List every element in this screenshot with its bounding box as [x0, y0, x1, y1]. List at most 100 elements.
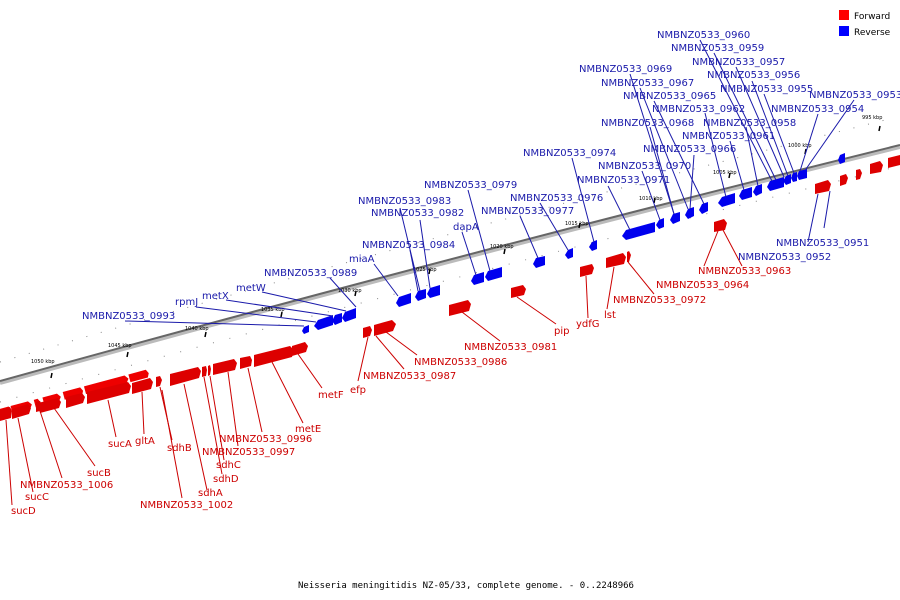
gene-fwd-extra-3[interactable] — [870, 161, 883, 174]
gene-NMBNZ0533_1002[interactable] — [170, 367, 201, 386]
gene-NMBNZ0533_0963[interactable] — [815, 180, 831, 194]
scale-label: 1050 kbp — [31, 359, 55, 365]
gene-metF[interactable] — [363, 326, 372, 338]
label-NMBNZ0533_0958: NMBNZ0533_0958 — [703, 118, 796, 129]
label-NMBNZ0533_0971: NMBNZ0533_0971 — [577, 175, 670, 186]
gene-NMBNZ0533_0968[interactable] — [670, 212, 680, 224]
legend-reverse-label: Reverse — [854, 28, 891, 38]
scale: 995 kbp 1000 kbp 1005 kbp 1010 kbp 1015 … — [31, 115, 882, 379]
gene-NMBNZ0533_0971[interactable] — [622, 222, 655, 240]
gene-fwd-extra-4[interactable] — [888, 155, 900, 168]
scale-label: 1035 kbp — [261, 307, 285, 313]
label-NMBNZ0533_0972: NMBNZ0533_0972 — [613, 295, 706, 306]
gene-NMBNZ0533_0993[interactable] — [302, 325, 309, 334]
scale-tick — [428, 268, 431, 275]
gene-NMBNZ0533_0953[interactable] — [838, 153, 845, 164]
gene-NMBNZ0533_0982[interactable] — [427, 285, 440, 298]
gene-NMBNZ0533_0955[interactable] — [791, 172, 797, 182]
scale-label: 1005 kbp — [713, 170, 737, 176]
scale-label: 1040 kbp — [185, 326, 209, 332]
label-NMBNZ0533_0963: NMBNZ0533_0963 — [698, 266, 791, 277]
gene-NMBNZ0533_0961[interactable] — [739, 187, 752, 200]
legend-forward-swatch — [839, 10, 849, 20]
label-NMBNZ0533_0965: NMBNZ0533_0965 — [623, 91, 716, 102]
gene-sucA[interactable] — [87, 382, 131, 404]
gene-NMBNZ0533_0981[interactable] — [511, 285, 526, 298]
label-NMBNZ0533_0997: NMBNZ0533_0997 — [202, 447, 295, 458]
gene-metX[interactable] — [332, 313, 342, 325]
gene-dapA[interactable] — [471, 272, 484, 285]
gene-NMBNZ0533_0970[interactable] — [656, 218, 664, 229]
gene-sucD[interactable] — [0, 407, 12, 421]
scale-tick — [503, 248, 506, 255]
gene-NMBNZ0533_0958[interactable] — [753, 184, 762, 196]
label-NMBNZ0533_0970: NMBNZ0533_0970 — [598, 161, 691, 172]
gene-ydfG[interactable] — [606, 253, 626, 268]
gene-NMBNZ0533_0966[interactable] — [685, 207, 694, 219]
scale-tick — [204, 331, 207, 338]
gene-NMBNZ0533_0997[interactable] — [240, 356, 252, 369]
scale-label: 1010 kbp — [639, 196, 663, 202]
label-sucC: sucC — [25, 492, 49, 503]
gene-sdhB[interactable] — [128, 369, 149, 383]
scale-tick — [578, 222, 581, 229]
gene-sucB[interactable] — [66, 393, 85, 408]
gene-lst[interactable] — [627, 251, 631, 262]
scale-tick — [878, 125, 881, 132]
gene-NMBNZ0533_0984[interactable] — [415, 289, 426, 301]
gene-NMBNZ0533_0956[interactable] — [783, 174, 791, 185]
gene-sdhD[interactable] — [208, 365, 211, 376]
label-NMBNZ0533_0962: NMBNZ0533_0962 — [652, 104, 745, 115]
label-NMBNZ0533_0954: NMBNZ0533_0954 — [771, 104, 864, 115]
gene-NMBNZ0533_0986[interactable] — [449, 300, 471, 316]
label-NMBNZ0533_1006: NMBNZ0533_1006 — [20, 480, 113, 491]
label-NMBNZ0533_0956: NMBNZ0533_0956 — [707, 70, 800, 81]
label-miaA: miaA — [349, 254, 375, 265]
gene-fwd-extra-2[interactable] — [856, 169, 862, 180]
label-sdhA: sdhA — [198, 488, 223, 499]
label-NMBNZ0533_0951: NMBNZ0533_0951 — [776, 238, 869, 249]
gene-NMBNZ0533_0954[interactable] — [797, 169, 807, 180]
gene-gltA[interactable] — [83, 375, 130, 395]
label-NMBNZ0533_0986: NMBNZ0533_0986 — [414, 357, 507, 368]
gene-NMBNZ0533_0962[interactable] — [718, 193, 735, 207]
gene-miaA[interactable] — [396, 293, 411, 307]
scale-label: 1025 kbp — [413, 267, 437, 273]
gene-NMBNZ0533_0974[interactable] — [589, 240, 597, 251]
scale-label: 1020 kbp — [490, 244, 514, 250]
gene-sucB-a[interactable] — [38, 398, 61, 413]
label-NMBNZ0533_0969: NMBNZ0533_0969 — [579, 64, 672, 75]
gene-NMBNZ0533_0965[interactable] — [699, 202, 708, 214]
gene-NMBNZ0533_0996[interactable] — [254, 346, 294, 367]
gene-metW[interactable] — [342, 308, 356, 322]
label-metF: metF — [318, 390, 344, 401]
gene-sdhA[interactable] — [202, 366, 207, 377]
gene-sucC[interactable] — [12, 404, 31, 419]
gene-sdhC[interactable] — [213, 359, 237, 375]
gene-NMBNZ0533_0977[interactable] — [533, 256, 545, 268]
gene-efp[interactable] — [374, 320, 396, 336]
legend-forward-label: Forward — [854, 12, 890, 22]
gene-NMBNZ0533_0976[interactable] — [565, 248, 573, 259]
backbone — [0, 144, 900, 382]
label-sdhB: sdhB — [167, 443, 192, 454]
label-sucA: sucA — [108, 439, 132, 450]
label-NMBNZ0533_0983: NMBNZ0533_0983 — [358, 196, 451, 207]
gene-metE[interactable] — [292, 342, 308, 356]
legend-reverse-swatch — [839, 26, 849, 36]
scale-label: 1015 kbp — [565, 221, 589, 227]
scale-label: 1030 kbp — [338, 288, 362, 294]
gene-pip[interactable] — [580, 264, 594, 277]
gene-NMBNZ0533_0964[interactable] — [714, 219, 727, 232]
gene-gltA[interactable] — [132, 378, 153, 394]
label-NMBNZ0533_0989: NMBNZ0533_0989 — [264, 268, 357, 279]
scale-label: 1045 kbp — [108, 343, 132, 349]
gene-NMBNZ0533_0979[interactable] — [485, 267, 502, 281]
label-NMBNZ0533_0993: NMBNZ0533_0993 — [82, 311, 175, 322]
gene-sdhB[interactable] — [156, 376, 162, 387]
gene-fwd-extra-1[interactable] — [840, 174, 848, 186]
gene-NMBNZ0533_0957[interactable] — [767, 177, 784, 191]
scale-tick — [354, 290, 357, 297]
gene-rpmJ[interactable] — [314, 315, 333, 330]
label-NMBNZ0533_0966: NMBNZ0533_0966 — [643, 144, 736, 155]
